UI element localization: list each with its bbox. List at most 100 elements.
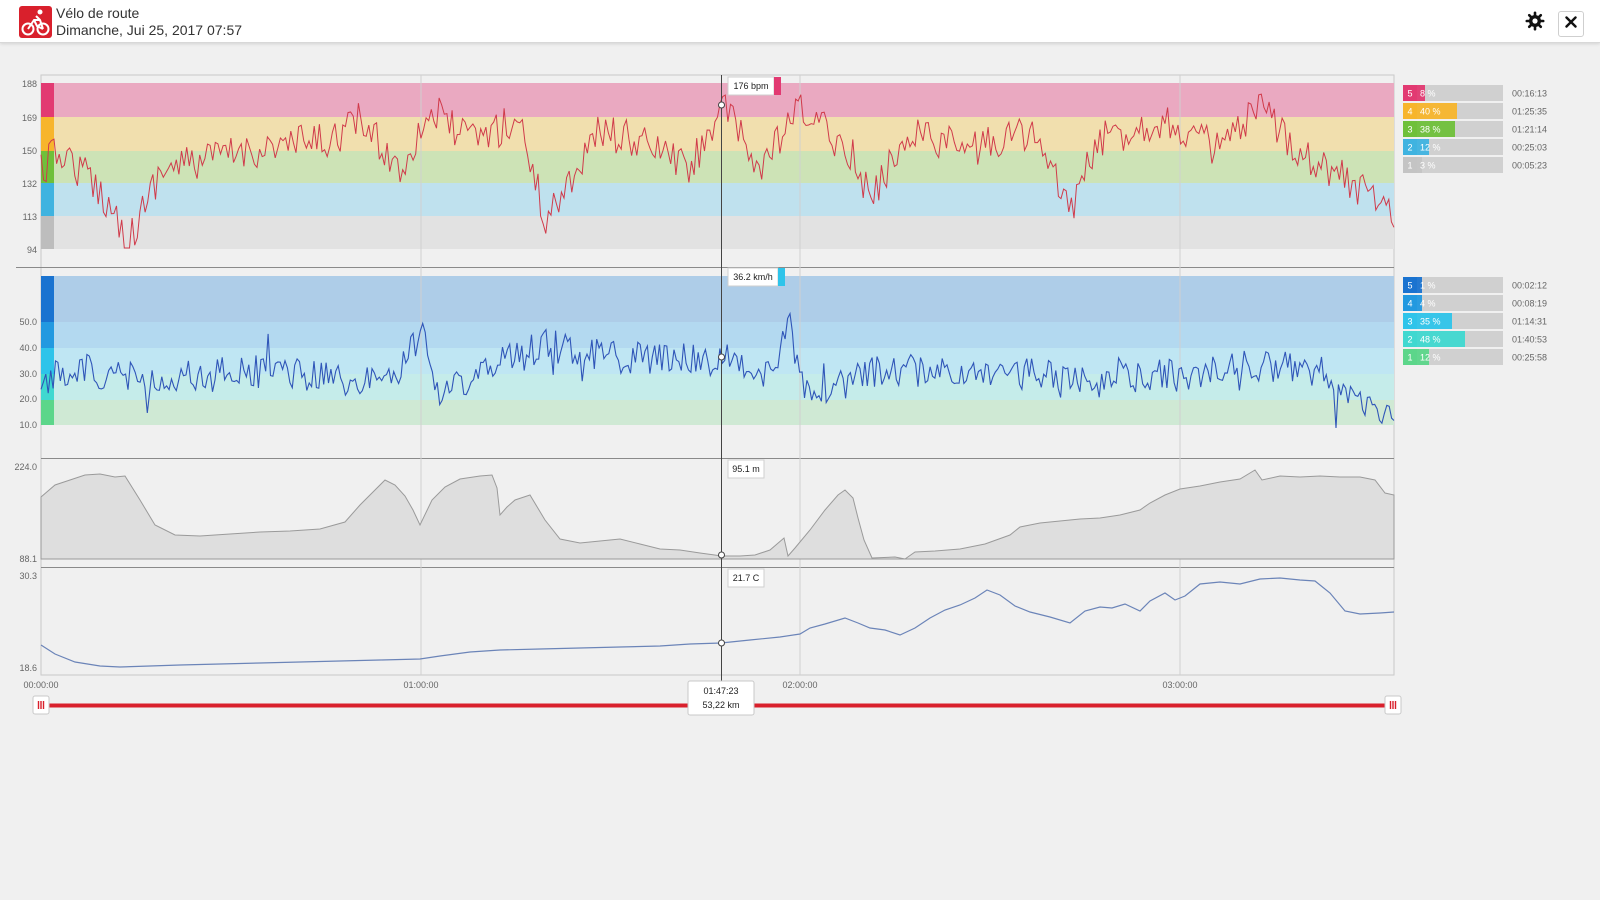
hr-ytick: 188 (22, 79, 37, 89)
zone-time: 00:25:58 (1512, 353, 1547, 363)
zone-bar-fill (1417, 121, 1455, 137)
speed-cursor-tooltip: 36.2 km/h (727, 267, 785, 287)
zone-number: 1 (1407, 353, 1412, 363)
zone-row: 1 3 % 00:05:23 (1403, 157, 1547, 173)
zone-number-swatch (1403, 295, 1417, 311)
zone-time: 01:40:53 (1512, 335, 1547, 345)
zone-row: 2 12 % 00:25:03 (1403, 139, 1547, 155)
zone-number-swatch (1403, 103, 1417, 119)
cycling-icon (19, 6, 52, 38)
temperature-cursor-value: 21.7 C (733, 573, 760, 583)
speed-zone-summary: 5 1 % 00:02:12 4 4 % 00:08:19 3 35 % 01:14:31 2 48… (1403, 277, 1547, 365)
zone-number-swatch (1403, 331, 1417, 347)
zone-time: 00:08:19 (1512, 299, 1547, 309)
zone-time: 01:21:14 (1512, 125, 1547, 135)
app-header: Vélo de route Dimanche, Jui 25, 2017 07:… (0, 0, 1600, 43)
zone-row: 5 8 % 00:16:13 (1403, 85, 1547, 101)
zone-bar-fill (1417, 103, 1457, 119)
zone-number-swatch (1403, 349, 1417, 365)
zone-number: 2 (1407, 335, 1412, 345)
zone-number-swatch (1403, 121, 1417, 137)
cursor-position-badge[interactable]: 01:47:23 53,22 km (687, 680, 755, 716)
speed-zone4-band (41, 322, 1394, 348)
hr-ytick: 113 (23, 212, 37, 222)
hr-zone5-band (41, 83, 1394, 117)
zone-percent: 40 % (1420, 107, 1441, 117)
temperature-ymax: 30.3 (19, 571, 37, 581)
hr-zone1-band (41, 216, 1394, 249)
zone-number: 1 (1407, 161, 1412, 171)
hr-zone4-marker (41, 117, 54, 151)
altitude-ymax: 224.0 (14, 462, 37, 472)
altitude-ymin: 88.1 (19, 554, 37, 564)
temperature-line (40, 577, 1395, 668)
zone-percent: 4 % (1420, 299, 1436, 309)
hr-cursor-point (718, 101, 725, 109)
speed-zone5-marker (41, 276, 54, 322)
zone-bar-fill (1417, 349, 1429, 365)
zone-time: 01:14:31 (1512, 317, 1547, 327)
zone-number: 3 (1407, 125, 1412, 135)
zone-number: 4 (1407, 299, 1412, 309)
zone-percent: 48 % (1420, 335, 1441, 345)
speed-zone2-band (41, 374, 1394, 400)
hr-cursor-value: 176 bpm (733, 81, 768, 91)
zone-bar-fill (1417, 277, 1422, 293)
speed-cursor-point (718, 353, 725, 361)
zone-bar-fill (1417, 313, 1452, 329)
zone-number: 5 (1407, 89, 1412, 99)
temperature-cursor-tooltip: 21.7 C (727, 568, 765, 588)
time-tick: 00:00:00 (23, 680, 58, 690)
speed-zone1-band (41, 400, 1394, 425)
zone-percent: 3 % (1420, 161, 1436, 171)
hr-ytick: 150 (22, 146, 37, 156)
hr-cursor-tooltip: 176 bpm (727, 76, 781, 96)
zone-row: 2 48 % 01:40:53 (1403, 331, 1547, 347)
hr-zone4-band (41, 117, 1394, 151)
zone-number: 5 (1407, 281, 1412, 291)
speed-zone1-marker (41, 400, 54, 425)
zone-bar-fill (1417, 331, 1465, 347)
close-icon (1565, 15, 1577, 33)
close-button[interactable] (1558, 11, 1584, 37)
zone-time: 00:05:23 (1512, 161, 1547, 171)
speed-zone4-marker (41, 322, 54, 348)
zone-row: 5 1 % 00:02:12 (1403, 277, 1547, 293)
zone-time: 01:25:35 (1512, 107, 1547, 117)
cursor-time: 01:47:23 (703, 686, 738, 696)
speed-zone5-band (41, 276, 1394, 322)
time-tick: 02:00:00 (782, 680, 817, 690)
zone-bar-bg (1403, 295, 1503, 311)
zone-time: 00:16:13 (1512, 89, 1547, 99)
zone-row: 3 35 % 01:14:31 (1403, 313, 1547, 329)
zone-row: 3 38 % 01:21:14 (1403, 121, 1547, 137)
zone-number-swatch (1403, 85, 1417, 101)
page-title: Vélo de route (56, 5, 140, 21)
zone-number: 2 (1407, 143, 1412, 153)
zone-number-swatch (1403, 277, 1417, 293)
zone-bar-fill (1417, 295, 1422, 311)
speed-ytick: 50.0 (19, 317, 37, 327)
time-tick: 01:00:00 (403, 680, 438, 690)
zone-bar-bg (1403, 85, 1503, 101)
speed-zone3-marker (41, 348, 54, 374)
altitude-cursor-point (718, 551, 725, 559)
page-subtitle: Dimanche, Jui 25, 2017 07:57 (56, 22, 243, 38)
gear-icon (1525, 10, 1545, 36)
hr-ytick: 132 (22, 179, 37, 189)
altitude-cursor-tooltip: 95.1 m (727, 459, 765, 479)
zone-number-swatch (1403, 313, 1417, 329)
zone-number-swatch (1403, 157, 1417, 173)
zone-bar-bg (1403, 277, 1503, 293)
zone-time: 00:02:12 (1512, 281, 1547, 291)
zone-number-swatch (1403, 139, 1417, 155)
settings-button[interactable] (1523, 10, 1547, 36)
zone-percent: 12 % (1420, 353, 1441, 363)
temperature-ymin: 18.6 (19, 663, 37, 673)
hr-zone2-marker (41, 183, 54, 216)
zone-time: 00:25:03 (1512, 143, 1547, 153)
range-start-handle[interactable] (32, 695, 50, 715)
range-end-handle[interactable] (1384, 695, 1402, 715)
